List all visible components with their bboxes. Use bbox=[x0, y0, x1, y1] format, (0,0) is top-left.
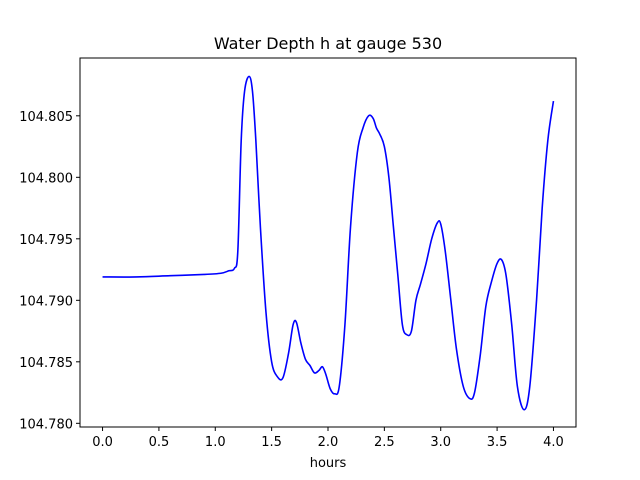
x-tick-label: 4.0 bbox=[543, 435, 564, 450]
x-tick-label: 3.5 bbox=[487, 435, 508, 450]
x-tick-label: 2.5 bbox=[374, 435, 395, 450]
y-tick-label: 104.800 bbox=[19, 171, 73, 186]
y-tick-label: 104.785 bbox=[19, 356, 73, 371]
x-tick-label: 1.5 bbox=[261, 435, 282, 450]
x-tick-label: 2.0 bbox=[318, 435, 339, 450]
chart-title: Water Depth h at gauge 530 bbox=[214, 34, 442, 53]
x-tick-label: 3.0 bbox=[430, 435, 451, 450]
y-axis: 104.780 104.785 104.790 104.795 104.800 104.8… bbox=[19, 110, 80, 432]
x-tick-label: 1.0 bbox=[205, 435, 226, 450]
plot-area bbox=[102, 75, 555, 411]
y-tick-label: 104.780 bbox=[19, 417, 73, 432]
y-tick-label: 104.795 bbox=[19, 233, 73, 248]
y-tick-label: 104.805 bbox=[19, 110, 73, 125]
x-tick-label: 0.0 bbox=[92, 435, 113, 450]
x-tick-label: 0.5 bbox=[149, 435, 170, 450]
x-axis: 0.0 0.5 1.0 1.5 2.0 2.5 3.0 3.5 4.0 bbox=[92, 427, 564, 450]
y-tick-label: 104.790 bbox=[19, 294, 73, 309]
x-axis-label: hours bbox=[310, 456, 347, 471]
series-line bbox=[102, 75, 555, 411]
